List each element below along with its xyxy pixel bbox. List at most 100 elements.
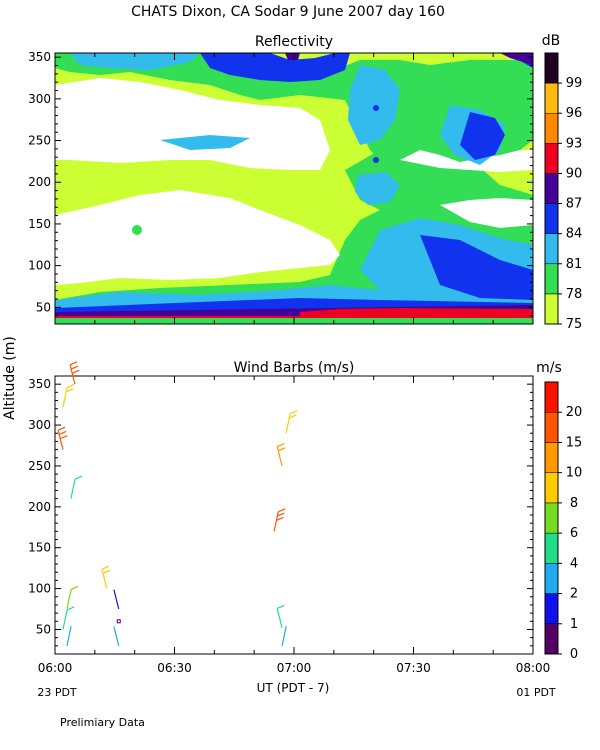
barb-feather bbox=[101, 565, 110, 570]
x-axis-label: UT (PDT - 7) bbox=[257, 681, 330, 695]
wind-barbs-title: Wind Barbs (m/s) bbox=[234, 360, 355, 376]
barb-feather bbox=[74, 475, 83, 480]
colorbar-swatch bbox=[544, 532, 559, 564]
barb-feather bbox=[278, 508, 286, 513]
barb-shaft bbox=[57, 430, 64, 450]
y-tick-label: 200 bbox=[28, 500, 51, 514]
y-tick-label: 300 bbox=[28, 418, 51, 432]
wind-barb bbox=[66, 626, 72, 646]
barb-shaft bbox=[70, 478, 76, 499]
colorbar-swatch bbox=[544, 381, 559, 413]
colorbar-swatch bbox=[544, 52, 559, 84]
y-tick-label: 50 bbox=[36, 622, 51, 636]
colorbar-swatch bbox=[544, 623, 559, 655]
x-tick-label: 07:00 bbox=[277, 661, 312, 675]
colorbar-tick-label: 0 bbox=[570, 647, 578, 662]
barb-feather bbox=[58, 430, 67, 436]
barb-feather bbox=[66, 606, 75, 611]
y-tick-label: 50 bbox=[36, 300, 51, 314]
barb-feather bbox=[66, 383, 75, 389]
contour-dot bbox=[451, 257, 461, 267]
x-tick-label: 06:30 bbox=[157, 661, 192, 675]
wind-barb bbox=[57, 426, 68, 450]
barb-shaft bbox=[113, 589, 120, 610]
barb-feather bbox=[71, 369, 80, 374]
colorbar-swatch bbox=[544, 203, 559, 234]
contour-white-lower bbox=[55, 190, 340, 285]
contour-cyan-upper bbox=[348, 65, 400, 145]
y-tick-label: 200 bbox=[28, 175, 51, 189]
colorbar-swatch bbox=[544, 233, 559, 265]
barb-feather bbox=[277, 512, 285, 517]
colorbar-tick-label: 87 bbox=[566, 197, 583, 212]
colorbar-swatch bbox=[544, 472, 559, 504]
wind-barb bbox=[273, 508, 286, 532]
barb-feather bbox=[278, 447, 286, 452]
barb-shaft bbox=[113, 626, 120, 646]
wind-x-axis: 06:00 06:30 07:00 07:30 08:00 bbox=[38, 376, 550, 675]
contour-red-bottom bbox=[300, 308, 533, 316]
colorbar-tick-label: 10 bbox=[566, 466, 583, 481]
colorbar-frame bbox=[544, 381, 559, 655]
y-tick-label: 150 bbox=[28, 217, 51, 231]
colorbar-swatch bbox=[544, 112, 559, 144]
colorbar-swatch bbox=[544, 173, 559, 204]
wind-barb bbox=[113, 589, 120, 610]
wind-barb bbox=[285, 410, 298, 434]
colorbar-tick-label: 4 bbox=[570, 556, 578, 571]
barb-feather bbox=[102, 569, 111, 575]
y-tick-label: 150 bbox=[28, 541, 51, 555]
colorbar-frame bbox=[544, 52, 559, 325]
reflectivity-y-axis: 50 100 150 200 250 300 350 bbox=[28, 50, 533, 325]
barb-shaft bbox=[276, 608, 283, 628]
contour-white-right bbox=[400, 150, 533, 172]
altitude-axis-label: Altitude (m) bbox=[2, 336, 18, 420]
wind-barb bbox=[101, 565, 111, 589]
barb-feather bbox=[289, 410, 298, 415]
barb-shaft bbox=[62, 387, 68, 408]
y-tick-label: 100 bbox=[28, 582, 51, 596]
y-tick-label: 300 bbox=[28, 92, 51, 106]
y-tick-label: 100 bbox=[28, 259, 51, 273]
barb-feather bbox=[57, 426, 66, 431]
y-tick-label: 350 bbox=[28, 377, 51, 391]
barb-shaft bbox=[62, 609, 68, 630]
contour-dot bbox=[373, 105, 379, 111]
barb-feather bbox=[70, 585, 79, 591]
y-tick-label: 250 bbox=[28, 134, 51, 148]
contour-cyan-top bbox=[70, 53, 200, 70]
reflectivity-colorbar-label: dB bbox=[542, 33, 561, 49]
wind-colorbar-label: m/s bbox=[536, 360, 562, 376]
barb-shaft bbox=[101, 569, 108, 589]
contour-purple-spot bbox=[285, 53, 300, 60]
calm-marker bbox=[116, 619, 121, 624]
colorbar-tick-label: 99 bbox=[566, 76, 583, 91]
wind-barb bbox=[69, 361, 80, 385]
colorbar-tick-label: 84 bbox=[566, 227, 583, 242]
contour-blue-low bbox=[420, 235, 533, 300]
barb-shaft bbox=[66, 626, 72, 646]
footer-note: Prelimiary Data bbox=[60, 716, 145, 729]
colorbar-swatch bbox=[544, 502, 559, 534]
barb-feather bbox=[60, 435, 68, 440]
wind-barb bbox=[281, 626, 287, 646]
reflectivity-title: Reflectivity bbox=[255, 34, 333, 50]
reflectivity-contour-field bbox=[55, 53, 533, 324]
contour-blue-top bbox=[200, 53, 350, 82]
colorbar-tick-label: 1 bbox=[570, 617, 578, 632]
wind-barb bbox=[62, 606, 75, 630]
contour-cyan-strip bbox=[160, 135, 250, 150]
colorbar-swatch bbox=[544, 293, 559, 325]
colorbar-swatch bbox=[544, 143, 559, 174]
wind-colorbar: 0 1 2 4 6 8 10 15 20 bbox=[544, 381, 583, 662]
reflectivity-x-ticks bbox=[54, 53, 534, 324]
wind-barb bbox=[70, 475, 83, 499]
colorbar-tick-label: 2 bbox=[570, 587, 578, 602]
colorbar-tick-label: 15 bbox=[566, 435, 583, 450]
contour-purple-right bbox=[500, 53, 533, 65]
wind-y-axis: 50 100 150 200 250 300 350 bbox=[28, 375, 533, 655]
right-date-label: 01 PDT bbox=[516, 686, 556, 699]
x-tick-label: 07:30 bbox=[396, 661, 431, 675]
colorbar-tick-label: 90 bbox=[566, 166, 583, 181]
colorbar-tick-label: 78 bbox=[566, 287, 583, 302]
